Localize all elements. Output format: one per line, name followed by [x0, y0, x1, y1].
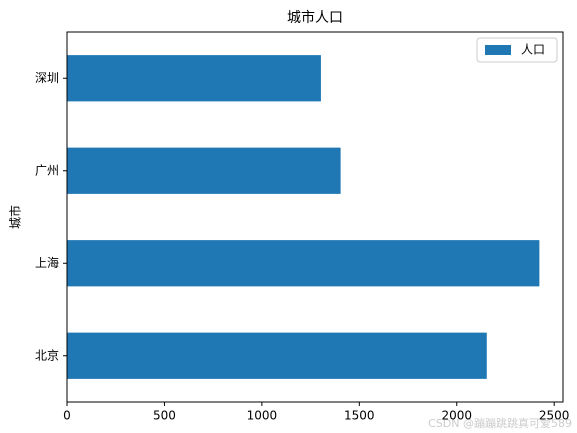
watermark: CSDN @蹦蹦跳跳真可爱589 [428, 416, 572, 430]
x-tick-label: 1500 [344, 409, 375, 423]
bar [67, 147, 341, 194]
chart-title: 城市人口 [287, 9, 343, 26]
x-tick-label: 1000 [247, 409, 278, 423]
legend-box [476, 37, 558, 63]
y-axis-label: 城市 [8, 205, 23, 229]
y-tick-label: 北京 [35, 348, 59, 362]
plot-frame [66, 31, 564, 403]
x-tick-label: 2500 [539, 409, 570, 423]
bar [67, 332, 487, 379]
y-tick-label: 深圳 [35, 71, 59, 85]
x-tick-label: 2000 [441, 409, 472, 423]
bar [67, 240, 540, 287]
bar [67, 55, 321, 102]
x-tick-label: 0 [63, 409, 71, 423]
x-tick-label: 500 [153, 409, 176, 423]
y-tick-label: 广州 [35, 163, 59, 177]
legend-swatch [485, 45, 511, 55]
y-tick-label: 上海 [35, 255, 59, 270]
legend-label: 人口 [521, 43, 545, 57]
